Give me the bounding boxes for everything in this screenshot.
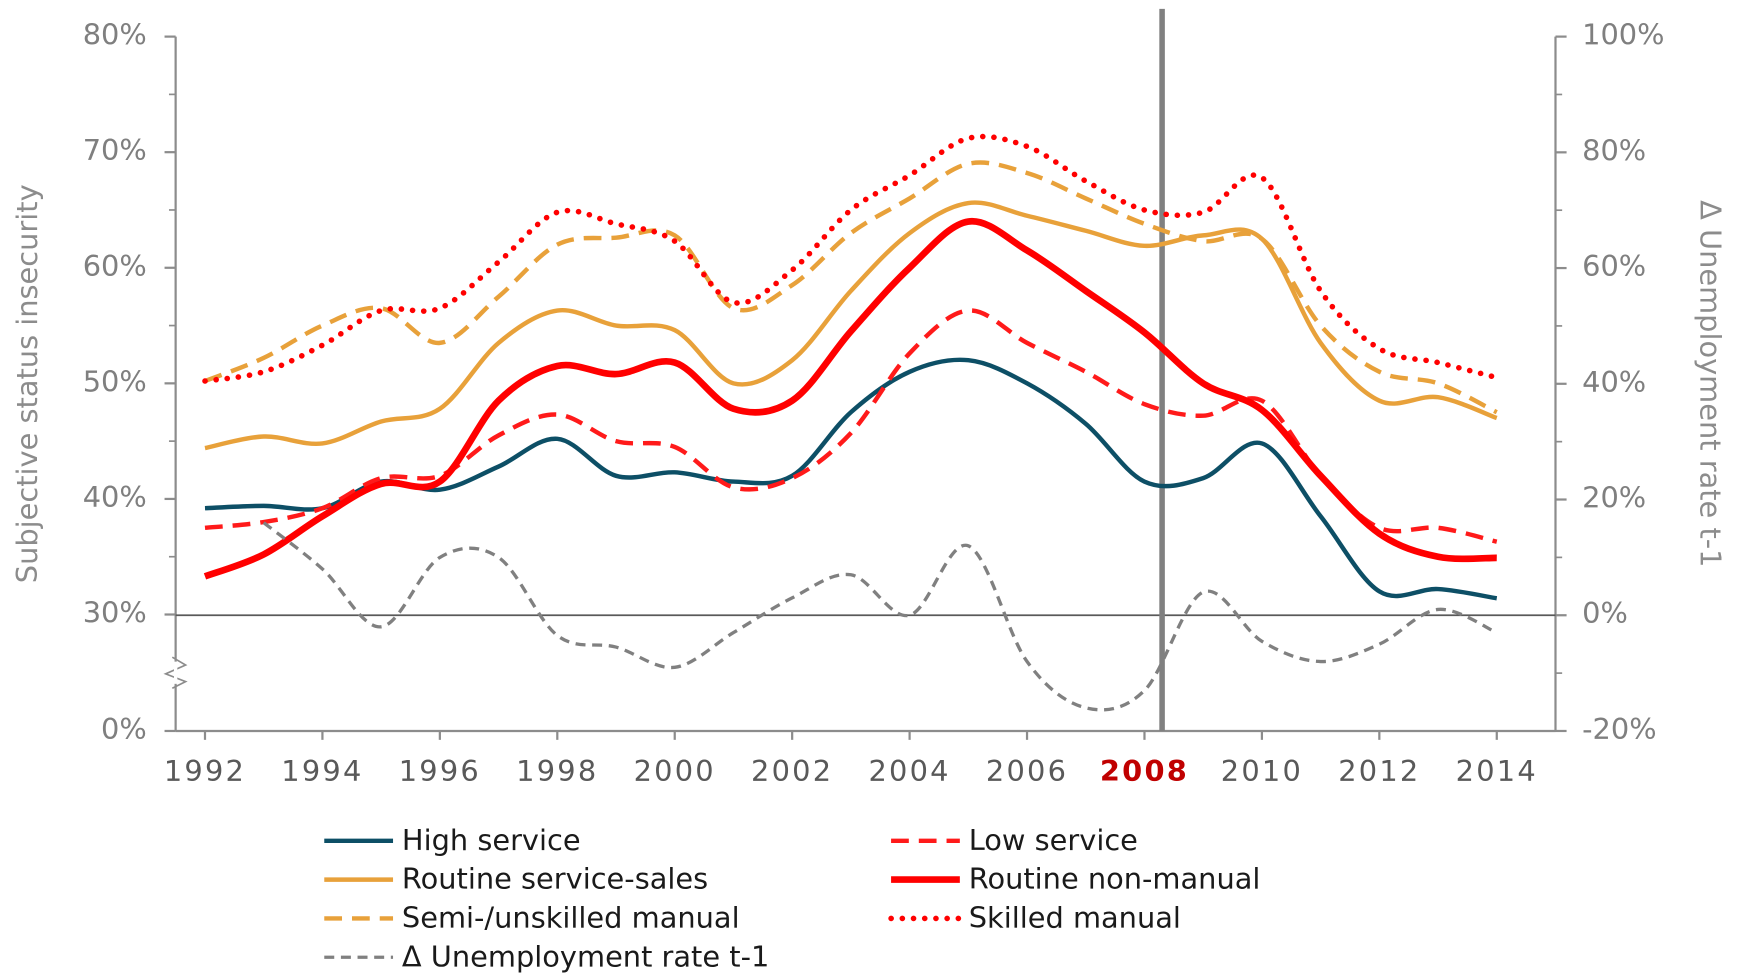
legend-label: Semi-/unskilled manual [402, 901, 740, 935]
legend-label: Routine service-sales [402, 862, 708, 896]
legend-label: Routine non-manual [969, 862, 1261, 896]
y-tick-label: 60% [83, 249, 147, 283]
y2-axis-title: Δ Unemployment rate t-1 [1694, 200, 1728, 567]
y2-tick-label: -20% [1582, 712, 1656, 746]
x-tick-label: 2012 [1338, 754, 1420, 788]
x-tick-label: 2002 [751, 754, 833, 788]
legend-label: Skilled manual [969, 901, 1181, 935]
y2-tick-label: 40% [1582, 365, 1646, 399]
y-tick-label: 80% [83, 18, 147, 52]
y-tick-label: 50% [83, 364, 147, 398]
x-tick-label: 1996 [399, 754, 481, 788]
x-tick-label: 2006 [986, 754, 1068, 788]
x-tick-label: 1998 [516, 754, 598, 788]
y-tick-label: 30% [83, 596, 147, 630]
series-line [204, 200, 1498, 451]
series-line [204, 308, 1498, 544]
x-tick-label: 2000 [634, 754, 716, 788]
y-tick-label: 70% [83, 133, 147, 167]
y2-tick-label: 100% [1582, 18, 1664, 52]
y-tick-label: 40% [83, 480, 147, 514]
x-tick-label: 1994 [281, 754, 363, 788]
axis-break-gap [173, 661, 178, 684]
y2-tick-label: 60% [1582, 249, 1646, 283]
legend-label: Δ Unemployment rate t-1 [402, 939, 769, 973]
series-line [202, 133, 1500, 384]
y2-tick-label: 0% [1582, 596, 1628, 630]
legend-label: Low service [969, 823, 1138, 857]
axis-break [163, 656, 188, 690]
y2-tick-label: 20% [1582, 481, 1646, 515]
series-line [262, 521, 1498, 712]
x-tick-label: 2004 [868, 754, 950, 788]
legend-label: High service [402, 823, 581, 857]
y-tick-label: 0% [101, 712, 147, 746]
series-line [204, 357, 1498, 601]
x-tick-label: 2010 [1221, 754, 1303, 788]
series-line [203, 218, 1497, 580]
y-axis-title: Subjective status insecurity [10, 184, 44, 583]
x-tick-label: 2014 [1456, 754, 1538, 788]
y2-tick-label: 80% [1582, 133, 1646, 167]
series-line [204, 160, 1498, 415]
x-tick-label: 1992 [164, 754, 246, 788]
x-tick-label: 2008 [1100, 754, 1189, 788]
